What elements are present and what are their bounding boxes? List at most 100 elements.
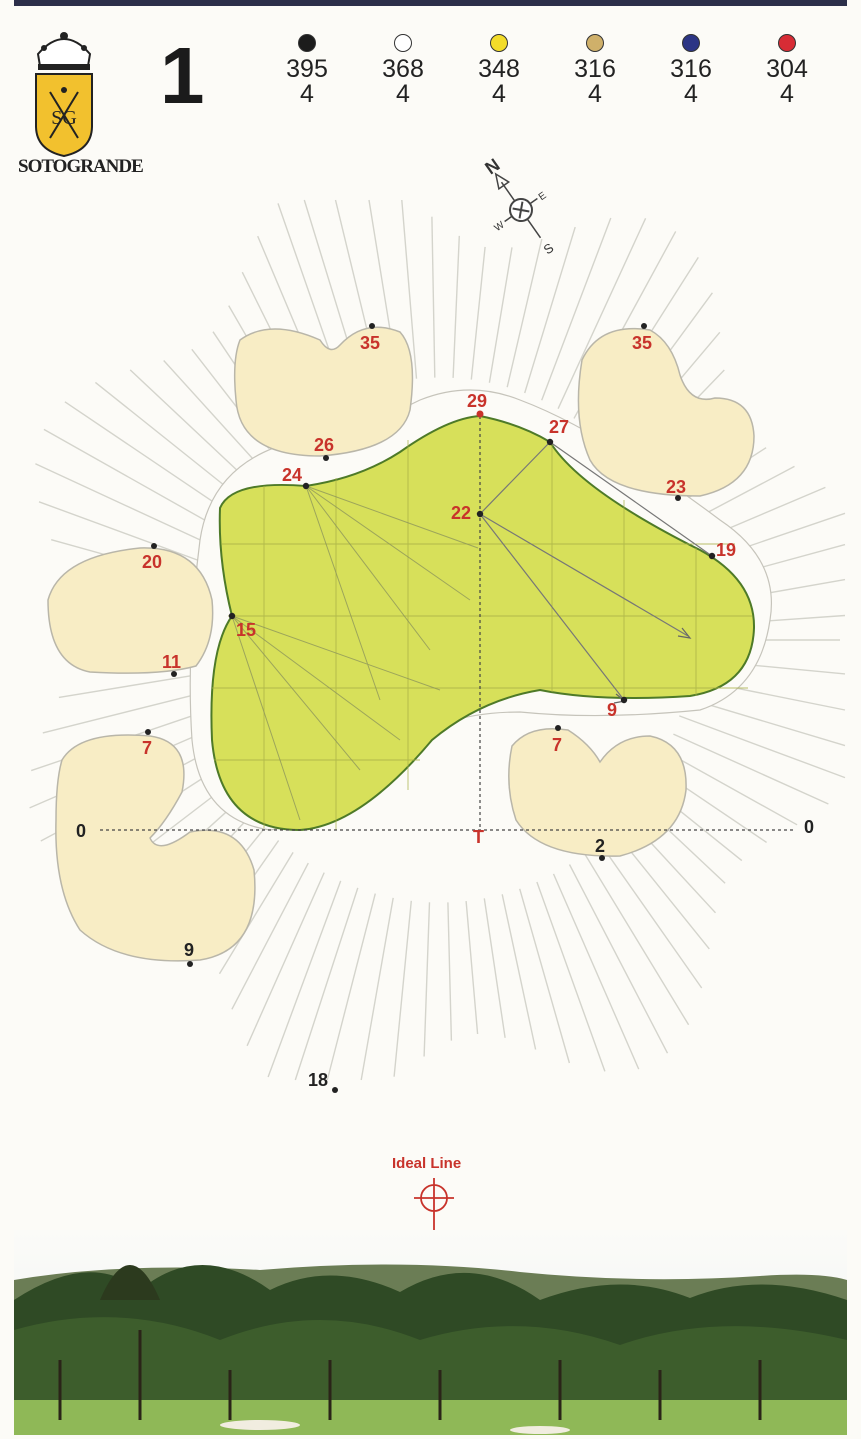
crown-icon (36, 32, 92, 70)
tee-distance: 316 (670, 55, 712, 83)
slope-ray (401, 199, 418, 379)
tee-blue: 316 4 (646, 34, 736, 108)
compass-icon: N S E W (481, 155, 557, 258)
tee-distance: 395 (286, 55, 328, 83)
label-11: 11 (162, 652, 181, 672)
bunker-bottom-right (508, 727, 687, 857)
slope-ray (483, 898, 506, 1038)
tee-black: 395 4 (262, 34, 352, 107)
slope-ray (94, 381, 234, 494)
label-35-right: 35 (632, 333, 652, 353)
slope-ray (557, 218, 647, 409)
hole-number: 1 (160, 31, 205, 120)
slope-ray (35, 463, 208, 545)
tee-gold: 316 4 (550, 34, 640, 107)
axis-left-zero: 0 (76, 821, 86, 841)
distance-points (145, 323, 716, 1093)
label-23: 23 (666, 477, 686, 497)
label-7-right: 7 (552, 735, 562, 755)
slope-ray (431, 216, 436, 378)
label-9-green: 9 (607, 700, 617, 720)
slope-ray (598, 841, 703, 989)
slope-ray (536, 881, 606, 1072)
slope-ray (673, 733, 829, 805)
slope-ray (524, 226, 576, 394)
slope-ray (38, 501, 202, 563)
tee-color-dot (394, 34, 412, 52)
tee-par: 4 (492, 80, 506, 108)
slope-ray (519, 888, 571, 1064)
tee-color-dot (682, 34, 700, 52)
tee-par: 4 (780, 80, 794, 108)
slope-ray (465, 901, 479, 1035)
top-border (14, 0, 847, 6)
label-15: 15 (236, 620, 256, 640)
svg-text:S: S (541, 240, 557, 257)
tee-yellow: 348 4 (454, 34, 544, 108)
slope-ray (452, 235, 460, 378)
slope-ray (58, 674, 193, 699)
bunker-bottom-left (55, 734, 256, 962)
slope-ray (423, 902, 431, 1057)
slope-ray (326, 893, 376, 1081)
distance-arrows (479, 441, 713, 704)
tee-par: 4 (684, 80, 698, 108)
slope-ray (294, 887, 359, 1081)
slope-ray (679, 715, 846, 779)
slope-ray (163, 360, 257, 463)
logo-text: SOTOGRANDE (18, 156, 144, 177)
slope-ray (501, 894, 537, 1050)
slope-ray (393, 900, 412, 1077)
tee-distance: 368 (382, 55, 424, 83)
slope-ray (218, 852, 294, 975)
tee-white: 368 4 (358, 34, 448, 108)
tee-color-dot (490, 34, 508, 52)
sotogrande-logo: SG (35, 32, 93, 158)
label-2: 2 (595, 836, 605, 856)
putting-green (210, 414, 756, 832)
slope-ray (360, 897, 394, 1081)
svg-text:N: N (481, 155, 503, 179)
tee-distances: 395 4 368 4 348 4 316 4 316 4 304 4 (262, 34, 832, 124)
label-24: 24 (282, 465, 302, 485)
svg-text:SG: SG (51, 107, 77, 129)
slope-ray (665, 751, 798, 826)
slope-ray (231, 862, 309, 1010)
tee-distance: 348 (478, 55, 520, 83)
label-9-bunker: 9 (184, 940, 194, 960)
slope-ray (447, 902, 453, 1041)
bunker-top-right (577, 327, 755, 497)
tee-color-dot (586, 34, 604, 52)
tee-color-dot (778, 34, 796, 52)
bunker-left (47, 547, 214, 674)
slope-ray (552, 873, 640, 1070)
bunker-top-left (233, 326, 414, 457)
slope-ray (541, 217, 612, 401)
slope-ray (43, 428, 216, 527)
slope-ray (246, 872, 325, 1047)
tee-distance: 316 (574, 55, 616, 83)
green-slope-lines (231, 485, 479, 821)
label-27: 27 (549, 417, 569, 437)
label-19: 19 (716, 540, 736, 560)
tee-marker-t: T (473, 827, 484, 847)
slope-ray (64, 401, 224, 510)
slope-ray (42, 693, 196, 734)
label-18: 18 (308, 1070, 328, 1090)
tee-red: 304 4 (742, 34, 832, 108)
label-35-left: 35 (360, 333, 380, 353)
ideal-line-label: Ideal Line (392, 1155, 462, 1172)
slope-ray (506, 238, 543, 388)
tee-par: 4 (396, 80, 410, 108)
label-26: 26 (314, 435, 334, 455)
slope-ray (568, 864, 669, 1054)
course-photo (14, 1230, 847, 1435)
label-29: 29 (467, 391, 487, 411)
slope-ray (129, 369, 245, 478)
slope-ray (488, 247, 513, 383)
slope-ray (470, 246, 486, 380)
tee-color-dot (298, 34, 316, 52)
label-22: 22 (451, 503, 471, 523)
axis-right-zero: 0 (804, 817, 814, 837)
